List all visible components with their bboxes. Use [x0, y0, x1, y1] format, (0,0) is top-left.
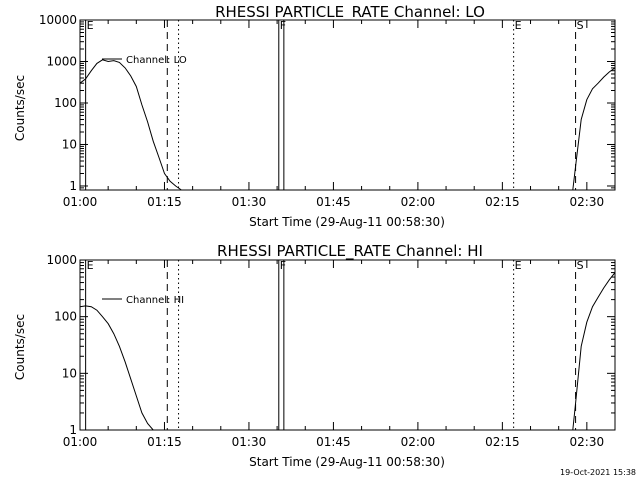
x-tick-label: 01:15	[147, 195, 182, 209]
panel-lo-plot: 01:00 01:15 01:30 01:45 02:00 02:15 02:30 1 10 10…	[39, 13, 616, 209]
x-tick-label: 02:15	[485, 435, 520, 449]
event-marker-label: E	[87, 19, 94, 32]
y-tick-label: 10000	[39, 13, 77, 27]
x-tick-label: 02:30	[570, 435, 605, 449]
panel-lo-ylabel: Counts/sec	[13, 75, 27, 141]
event-marker-label: F	[280, 259, 286, 272]
x-tick-label: 01:30	[232, 195, 267, 209]
event-marker-label: E	[515, 19, 522, 32]
x-tick-label: 02:00	[401, 435, 436, 449]
y-tick-label: 10	[62, 137, 77, 151]
x-tick-label: 02:30	[570, 195, 605, 209]
event-marker-label: S	[577, 19, 584, 32]
panel-lo-frame	[79, 19, 616, 191]
panel-hi-frame	[79, 259, 616, 431]
panel-hi-xlabel: Start Time (29-Aug-11 00:58:30)	[249, 455, 445, 469]
y-tick-label: 100	[54, 96, 77, 110]
x-tick-label: 02:15	[485, 195, 520, 209]
x-tick-label: 01:45	[316, 195, 351, 209]
data-series-line	[79, 59, 616, 191]
y-tick-label: 1000	[46, 253, 77, 267]
data-series-line	[79, 272, 616, 431]
footer-timestamp: 19-Oct-2021 15:38	[560, 468, 636, 477]
y-tick-label: 1000	[46, 54, 77, 68]
y-tick-label: 1	[69, 179, 77, 193]
event-marker-label: E	[87, 259, 94, 272]
panel-lo-title: RHESSI PARTICLE_RATE Channel: LO	[215, 3, 485, 22]
panel-hi-title: RHESSI PARTICLE_RATE Channel: HI	[217, 242, 483, 261]
panel-hi-ylabel: Counts/sec	[13, 314, 27, 380]
x-tick-label: 01:15	[147, 435, 182, 449]
panel-hi: RHESSI PARTICLE_RATE Channel: HI Start T…	[13, 242, 483, 469]
panel-lo-xlabel: Start Time (29-Aug-11 00:58:30)	[249, 215, 445, 229]
y-tick-label: 100	[54, 310, 77, 324]
panel-hi-legend-label: Channel: HI	[126, 295, 184, 306]
x-tick-label: 01:00	[63, 435, 98, 449]
y-tick-label: 1	[69, 423, 77, 437]
x-tick-label: 01:30	[232, 435, 267, 449]
event-marker-label: F	[280, 19, 286, 32]
event-marker-label: E	[515, 259, 522, 272]
panel-lo: RHESSI PARTICLE_RATE Channel: LO Start T…	[13, 3, 485, 229]
x-tick-label: 01:45	[316, 435, 351, 449]
y-tick-label: 10	[62, 366, 77, 380]
x-tick-label: 02:00	[401, 195, 436, 209]
event-marker-label: S	[577, 259, 584, 272]
panel-hi-plot: 01:00 01:15 01:30 01:45 02:00 02:15 02:30 1 10 10…	[46, 253, 616, 449]
x-tick-label: 01:00	[63, 195, 98, 209]
panel-lo-legend-label: Channel: LO	[126, 55, 187, 66]
